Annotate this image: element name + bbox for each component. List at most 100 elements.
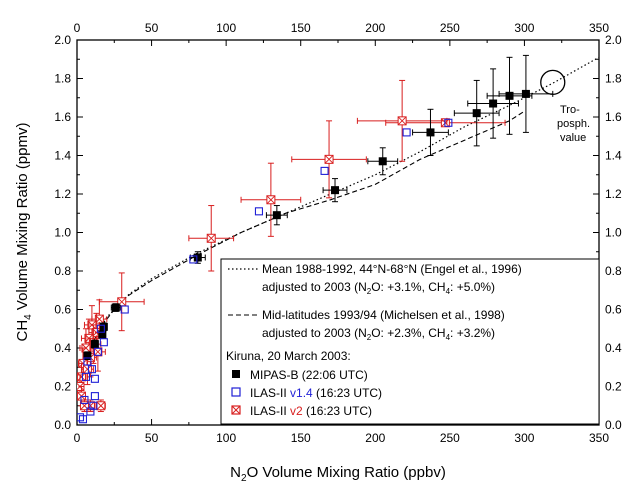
y-tick-label: 1.6 bbox=[54, 110, 71, 124]
ilas-ii-v2-marker-cross bbox=[397, 116, 407, 126]
y-tick-label: 1.4 bbox=[54, 149, 71, 163]
mipas-b-point bbox=[505, 91, 514, 100]
ilas-ii-v1-4-point bbox=[96, 324, 105, 333]
ilas-ii-v2-point bbox=[266, 195, 276, 205]
y-tick-label: 1.2 bbox=[54, 187, 71, 201]
y-axis-label-rest: Volume Mixing Ratio (ppmv) bbox=[14, 123, 31, 315]
x-tick-label: 150 bbox=[291, 431, 311, 445]
legend-mid-adjust-a: adjusted to 2003 (N bbox=[262, 326, 367, 340]
x-tick-label: 350 bbox=[589, 431, 609, 445]
y-tick-label-right: 0.4 bbox=[605, 341, 622, 355]
legend-mid-adjust-sub2: 4 bbox=[446, 333, 451, 342]
y-tick-label-right: 0.0 bbox=[605, 418, 622, 432]
y-tick-label-right: 1.2 bbox=[605, 187, 622, 201]
mipas-b-point bbox=[98, 330, 107, 339]
ilas-ii-v1-4-point bbox=[89, 401, 98, 410]
y-tick-label: 0.8 bbox=[54, 264, 71, 278]
legend-mean-adjust: adjusted to 2003 (N2O: +3.1%, CH4: +5.0%… bbox=[262, 280, 495, 296]
legend-box bbox=[220, 258, 600, 425]
ilas-ii-v2-point bbox=[397, 116, 407, 126]
mipas-b-point bbox=[521, 89, 530, 98]
legend-ilas2-label: ILAS-II v2 (16:23 UTC) bbox=[250, 404, 372, 418]
y-tick-label-right: 0.6 bbox=[605, 303, 622, 317]
ilas-ii-v1-4-point bbox=[444, 118, 453, 127]
x-tick-label-top: 0 bbox=[74, 21, 81, 35]
ilas-ii-v2-marker-cross bbox=[93, 347, 103, 357]
y-tick-label: 1.0 bbox=[54, 226, 71, 240]
ilas-ii-v1-4-point bbox=[80, 395, 89, 405]
x-tick-label: 300 bbox=[514, 431, 534, 445]
ilas-ii-v1-4-point bbox=[77, 413, 85, 422]
x-tick-labels-bottom: 0 50 100 150 200 250 300 350 bbox=[74, 431, 610, 445]
mipas-b-point bbox=[472, 109, 481, 118]
ilas-ii-v2-marker-cross bbox=[83, 364, 92, 374]
ilas-ii-v2-point bbox=[206, 233, 216, 243]
y-tick-label-right: 0.8 bbox=[605, 264, 622, 278]
legend-mean-adjust-sub2: 4 bbox=[446, 287, 451, 296]
legend-mean-label: Mean 1988-1992, 44°N-68°N (Engel et al.,… bbox=[262, 262, 522, 276]
mipas-b-point bbox=[378, 157, 387, 166]
ilas-ii-v1-4-point bbox=[254, 207, 264, 216]
x-tick-label: 50 bbox=[145, 431, 159, 445]
legend-mid-adjust-sub1: 2 bbox=[367, 333, 372, 342]
ilas-ii-v2-marker-cross bbox=[206, 233, 216, 243]
legend-mean-adjust-b: O: +3.1%, CH bbox=[371, 280, 445, 294]
legend-mipas-label: MIPAS-B (22:06 UTC) bbox=[250, 368, 368, 382]
ilas-ii-v2-point bbox=[77, 372, 86, 382]
ilas-ii-v2-point bbox=[93, 347, 103, 357]
x-tick-label: 100 bbox=[216, 431, 236, 445]
mipas-b-point bbox=[272, 211, 281, 220]
legend-mid-adjust-b: O: +2.3%, CH bbox=[371, 326, 445, 340]
legend-ilas2-version: v2 bbox=[290, 404, 303, 418]
x-tick-label: 0 bbox=[74, 431, 81, 445]
legend-ilas14-version: v1.4 bbox=[290, 386, 313, 400]
y-tick-label-right: 1.6 bbox=[605, 110, 622, 124]
legend-ilas2-marker bbox=[231, 405, 241, 415]
y-tick-label-right: 1.0 bbox=[605, 226, 622, 240]
legend-mid-adjust: adjusted to 2003 (N2O: +2.3%, CH4: +3.2%… bbox=[262, 326, 495, 342]
y-tick-label: 1.8 bbox=[54, 72, 71, 86]
ilas-ii-v1-4-point bbox=[189, 255, 198, 264]
mipas-b-series bbox=[83, 54, 554, 361]
ilas-ii-v1-4-series bbox=[77, 118, 453, 424]
ilas-ii-v2-point bbox=[82, 364, 92, 374]
y-tick-labels-right: 0.0 0.2 0.4 0.6 0.8 1.0 1.2 1.4 1.6 1.8 2.0 bbox=[605, 33, 622, 432]
ilas-ii-v1-4-point bbox=[120, 305, 129, 314]
x-tick-label: 200 bbox=[365, 431, 385, 445]
ilas-ii-v1-4-point bbox=[90, 374, 99, 383]
ilas-ii-v2-point bbox=[96, 401, 106, 411]
mipas-b-point bbox=[111, 303, 120, 312]
ilas-ii-v1-4-point bbox=[83, 357, 92, 366]
legend-ilas14-label-a: ILAS-II bbox=[250, 386, 290, 400]
ilas-ii-v2-marker-cross bbox=[324, 155, 334, 164]
legend-ilas14-label-c: (16:23 UTC) bbox=[313, 386, 382, 400]
legend-ilas2-label-a: ILAS-II bbox=[250, 404, 290, 418]
legend-mean-adjust-a: adjusted to 2003 (N bbox=[262, 280, 367, 294]
ilas-ii-v1-4-point bbox=[90, 392, 99, 401]
x-axis-label-main: N bbox=[230, 464, 241, 481]
y-axis-label-sub: 4 bbox=[23, 314, 34, 320]
legend-ilas14-marker bbox=[231, 387, 241, 397]
y-tick-labels-left: 0.0 0.2 0.4 0.6 0.8 1.0 1.2 1.4 1.6 1.8 2.0 bbox=[54, 33, 71, 432]
mipas-b-point bbox=[193, 253, 202, 262]
y-tick-label: 0.4 bbox=[54, 341, 71, 355]
ilas-ii-v2-marker-cross bbox=[77, 372, 86, 382]
mipas-b-point bbox=[426, 128, 435, 137]
legend-mean-adjust-c: : +5.0%) bbox=[450, 280, 495, 294]
x-tick-label-top: 150 bbox=[291, 21, 311, 35]
legend-mipas-marker bbox=[232, 370, 240, 378]
ilas-ii-v1-4-point bbox=[87, 365, 96, 374]
y-tick-label-right: 0.2 bbox=[605, 380, 622, 394]
y-tick-label-right: 1.4 bbox=[605, 149, 622, 163]
ilas-ii-v1-4-point bbox=[81, 372, 90, 381]
legend-mid-label: Mid-latitudes 1993/94 (Michelsen et al.,… bbox=[262, 308, 505, 322]
legend-ilas2-label-c: (16:23 UTC) bbox=[303, 404, 372, 418]
tropo-annotation-line3: value bbox=[560, 132, 586, 144]
x-axis-label: N2O Volume Mixing Ratio (ppbv) bbox=[230, 464, 446, 484]
x-tick-label-top: 250 bbox=[440, 21, 460, 35]
mipas-b-point bbox=[90, 340, 99, 349]
y-axis-label-main: CH bbox=[14, 320, 31, 342]
ilas-ii-v1-4-point bbox=[99, 338, 108, 347]
mipas-b-point bbox=[331, 186, 340, 195]
